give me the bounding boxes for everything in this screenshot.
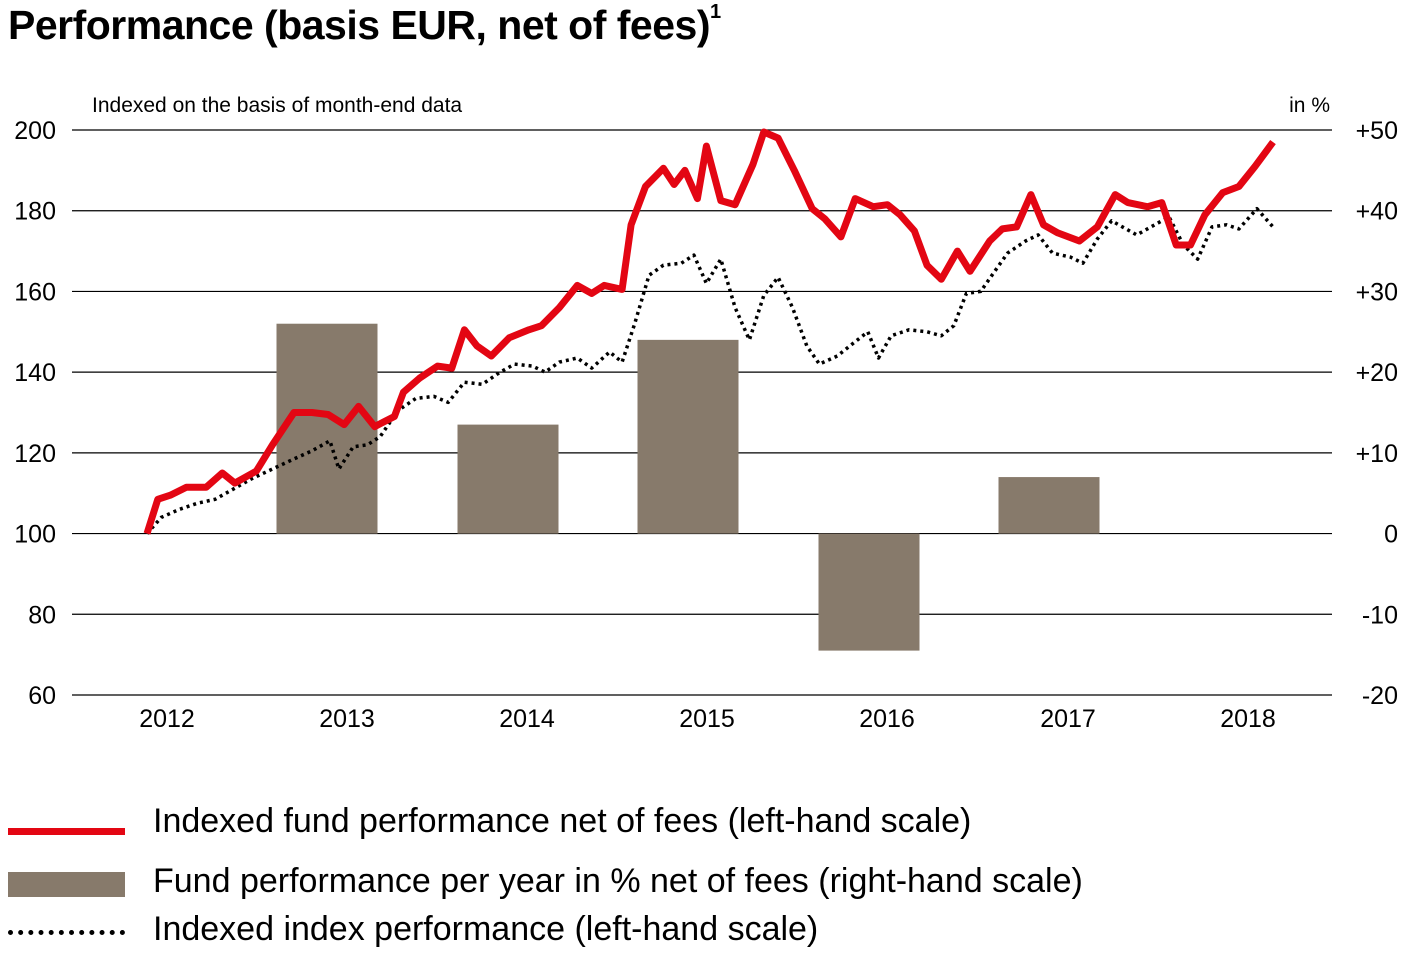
right-axis-unit: in % — [1289, 94, 1330, 117]
right-tick-label: +50 — [1356, 117, 1398, 145]
chart-subtitle: Indexed on the basis of month-end data — [92, 94, 463, 117]
left-tick-label: 120 — [14, 440, 56, 468]
x-tick-label: 2016 — [859, 705, 915, 733]
x-tick-label: 2014 — [499, 705, 555, 733]
right-tick-label: -20 — [1362, 682, 1398, 710]
bar-2016 — [818, 533, 920, 651]
right-tick-label: +20 — [1356, 359, 1398, 387]
legend-swatch-index-line — [8, 930, 125, 935]
left-tick-label: 60 — [28, 682, 56, 710]
index-performance-line — [145, 206, 1275, 535]
fund-performance-series — [143, 128, 1276, 535]
left-tick-label: 160 — [14, 278, 56, 306]
left-tick-label: 80 — [28, 601, 56, 629]
x-tick-label: 2015 — [679, 705, 735, 733]
performance-chart: 60 80 100 120 140 160 180 200 -20 -10 0 +10 +20 +30 +… — [14, 117, 1398, 733]
right-axis-tick-labels: -20 -10 0 +10 +20 +30 +40 +50 — [1356, 117, 1398, 710]
legend-label-bars: Fund performance per year in % net of fe… — [153, 862, 1083, 900]
right-tick-label: 0 — [1384, 521, 1398, 549]
left-tick-label: 100 — [14, 521, 56, 549]
right-tick-label: +10 — [1356, 440, 1398, 468]
x-tick-label: 2012 — [139, 705, 195, 733]
legend-label-index-line: Indexed index performance (left-hand sca… — [153, 910, 819, 948]
bar-2017 — [998, 477, 1100, 534]
bar-2014 — [457, 424, 559, 534]
fund-performance-line — [143, 128, 1276, 535]
bar-2015 — [637, 339, 739, 534]
legend-swatch-fund-line — [8, 828, 125, 835]
left-tick-label: 200 — [14, 117, 56, 145]
legend: Indexed fund performance net of fees (le… — [0, 790, 1416, 957]
left-tick-label: 140 — [14, 359, 56, 387]
right-tick-label: +30 — [1356, 278, 1398, 306]
x-tick-label: 2018 — [1220, 705, 1276, 733]
legend-label-fund-line: Indexed fund performance net of fees (le… — [153, 802, 972, 840]
left-tick-label: 180 — [14, 198, 56, 226]
left-axis-tick-labels: 60 80 100 120 140 160 180 200 — [14, 117, 56, 710]
x-axis-tick-labels: 2012 2013 2014 2015 2016 2017 2018 — [139, 705, 1276, 733]
right-tick-label: +40 — [1356, 198, 1398, 226]
legend-swatch-bars — [8, 872, 125, 897]
bar-2013 — [276, 323, 378, 534]
right-tick-label: -10 — [1362, 601, 1398, 629]
index-performance-series — [145, 206, 1275, 535]
annual-performance-bars — [276, 323, 1100, 651]
chart-title: Performance (basis EUR, net of fees)1 — [8, 1, 721, 49]
x-tick-label: 2017 — [1040, 705, 1096, 733]
x-tick-label: 2013 — [319, 705, 375, 733]
chart-title-text: Performance (basis EUR, net of fees) — [8, 2, 710, 48]
title-footnote: 1 — [709, 1, 721, 24]
